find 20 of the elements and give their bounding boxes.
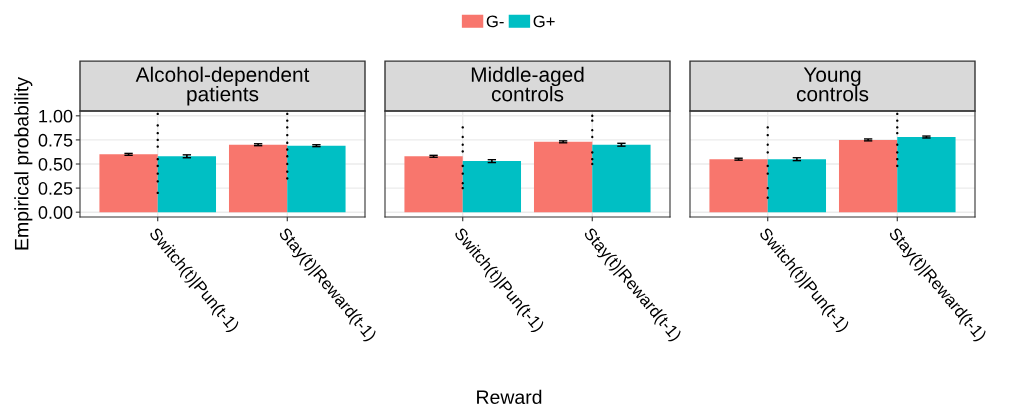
y-tick-label: 0.75 [38, 133, 73, 147]
chart-title: Middle-aged controls [471, 66, 584, 102]
y-tick-label: 0.00 [38, 206, 73, 219]
y-tick-label: 0.25 [38, 182, 73, 195]
y-tick-label: 0.50 [38, 157, 73, 171]
chart-title: Young controls [796, 67, 869, 102]
bar [287, 145, 346, 213]
bar [533, 141, 593, 213]
y-axis-title: Empirical probability [14, 77, 33, 250]
legend-label: G+ [533, 15, 555, 28]
x-axis-title: Reward [477, 389, 542, 405]
bar [228, 144, 288, 213]
bar [99, 154, 158, 213]
y-tick-label: 1.00 [39, 109, 73, 123]
bar [592, 144, 651, 213]
bar [157, 156, 217, 213]
chart-title: Alcohol-dependent patients [135, 66, 310, 106]
bar [404, 156, 463, 213]
bar [462, 161, 522, 213]
legend-label: G- [486, 15, 504, 28]
